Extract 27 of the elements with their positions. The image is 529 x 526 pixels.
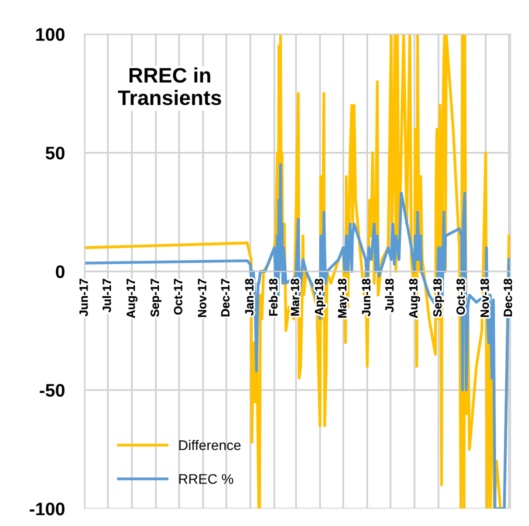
- x-tick-label: Feb-18: [268, 278, 278, 316]
- y-tick-label: -100: [30, 502, 64, 516]
- y-tick-label: 50: [46, 146, 64, 160]
- x-tick-label: Aug-17: [126, 278, 138, 318]
- x-tick-label: Oct-18: [456, 278, 465, 315]
- x-tick-label: Jul-18: [384, 278, 394, 312]
- x-tick-label: Nov-17: [198, 278, 206, 317]
- x-tick-label: Oct-17: [174, 278, 182, 315]
- x-tick-label: Dec-17: [221, 278, 230, 316]
- x-tick-label: Apr-18: [314, 278, 326, 316]
- x-tick-label: Jun-17: [80, 278, 88, 316]
- text: RREC in Transients: [118, 67, 222, 106]
- x-tick-label: Jul-17: [102, 278, 112, 312]
- y-tick-label: -50: [40, 384, 64, 397]
- x-tick-label: Sep-17: [150, 278, 162, 317]
- x-tick-label: Sep-18: [433, 278, 444, 317]
- x-tick-label: Jan-18: [245, 278, 254, 316]
- legend-label: Difference: [179, 440, 241, 450]
- x-tick-label: Mar-18: [290, 278, 300, 316]
- y-tick-label: 100: [36, 28, 64, 41]
- x-tick-label: Jun-18: [362, 278, 370, 316]
- x-tick-label: May-18: [338, 278, 349, 318]
- x-tick-label: Nov-18: [480, 278, 489, 317]
- x-tick-label: Aug-18: [409, 278, 420, 318]
- x-tick-label: Dec-18: [504, 278, 512, 316]
- legend-label: RREC %: [179, 474, 234, 484]
- y-tick-label: 0: [56, 265, 64, 278]
